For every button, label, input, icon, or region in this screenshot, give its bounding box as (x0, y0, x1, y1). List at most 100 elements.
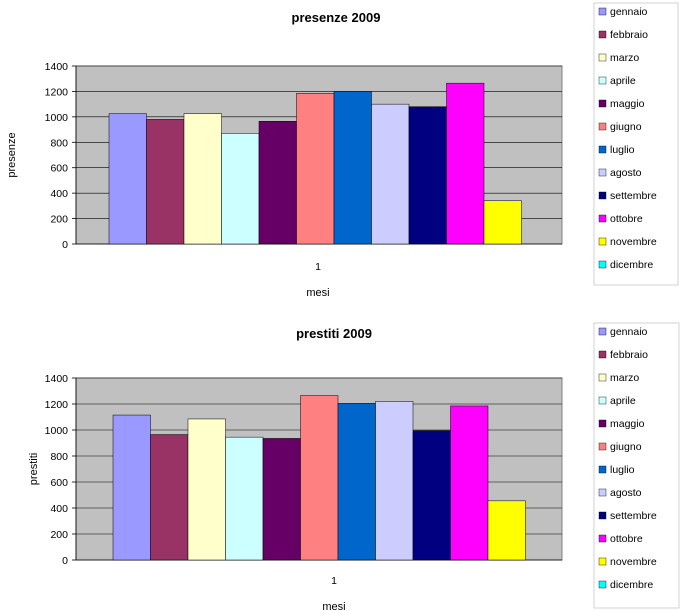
presenze-legend-box (593, 2, 679, 286)
prestiti-bar-luglio (337, 403, 376, 561)
prestiti-legend-swatch-ottobre (598, 534, 607, 543)
presenze-bar-maggio (258, 121, 297, 245)
presenze-bar-ottobre (446, 82, 485, 245)
prestiti-y-tick-label: 1000 (45, 425, 69, 437)
prestiti-legend-swatch-febbraio (598, 350, 607, 359)
presenze-x-axis-label: mesi (306, 287, 329, 299)
prestiti-legend-label-dicembre: dicembre (610, 579, 653, 591)
presenze-bar-agosto (371, 103, 410, 245)
presenze-bar-luglio (333, 91, 372, 245)
prestiti-legend-swatch-agosto (598, 488, 607, 497)
chart-prestiti-svg: prestiti 2009 0 200 400 600 800 1000 1200 1400 1 m… (28, 322, 680, 611)
prestiti-legend-swatch-settembre (598, 511, 607, 520)
presenze-chart-title: presenze 2009 (292, 10, 381, 25)
presenze-y-tick-label: 1400 (45, 61, 69, 73)
presenze-legend-swatch-giugno (598, 122, 607, 131)
presenze-legend-swatch-ottobre (598, 214, 607, 223)
presenze-legend-swatch-novembre (598, 237, 607, 246)
prestiti-legend-swatch-maggio (598, 419, 607, 428)
prestiti-y-tick-label: 1400 (45, 373, 69, 385)
chart-prestiti: prestiti 2009 0 200 400 600 800 1000 1200 1400 1 m… (0, 306, 681, 611)
prestiti-y-tick-label: 200 (50, 529, 68, 541)
presenze-legend-label-maggio: maggio (610, 98, 645, 110)
prestiti-bar-gennaio (112, 414, 151, 561)
prestiti-chart-title: prestiti 2009 (296, 326, 372, 341)
prestiti-y-tick-label: 1200 (45, 399, 69, 411)
presenze-legend-label-dicembre: dicembre (610, 259, 653, 271)
prestiti-legend-label-luglio: luglio (610, 464, 635, 476)
prestiti-x-axis-label: mesi (322, 601, 345, 611)
presenze-legend-swatch-agosto (598, 168, 607, 177)
prestiti-legend-label-marzo: marzo (610, 372, 639, 384)
prestiti-legend-label-novembre: novembre (610, 556, 657, 568)
presenze-bar-novembre (483, 200, 522, 245)
prestiti-legend-swatch-luglio (598, 465, 607, 474)
presenze-bar-febbraio (146, 119, 185, 245)
presenze-legend-label-luglio: luglio (610, 144, 635, 156)
prestiti-bar-maggio (262, 438, 301, 561)
prestiti-bar-marzo (187, 418, 226, 561)
prestiti-legend-swatch-dicembre (598, 580, 607, 589)
presenze-legend-label-marzo: marzo (610, 52, 639, 64)
prestiti-bar-novembre (487, 500, 526, 561)
presenze-bar-gennaio (108, 113, 147, 245)
prestiti-y-tick-label: 0 (62, 555, 68, 567)
presenze-legend-swatch-febbraio (598, 30, 607, 39)
prestiti-bar-febbraio (150, 434, 189, 561)
presenze-legend-label-novembre: novembre (610, 236, 657, 248)
presenze-legend: gennaio febbraio marzo aprile maggio giugno lu… (593, 2, 679, 286)
presenze-legend-swatch-marzo (598, 53, 607, 62)
prestiti-bar-settembre (412, 430, 451, 561)
presenze-y-tick-label: 0 (62, 239, 68, 251)
prestiti-legend-swatch-marzo (598, 373, 607, 382)
chart-presenze-svg: presenze 2009 0 200 400 600 800 1000 1200 1400 1 m… (6, 2, 679, 299)
prestiti-y-tick-label: 400 (50, 503, 68, 515)
prestiti-legend-label-aprile: aprile (610, 395, 636, 407)
prestiti-bar-ottobre (450, 405, 489, 561)
presenze-y-tick-label: 600 (50, 163, 68, 175)
presenze-bar-aprile (221, 133, 260, 245)
presenze-legend-swatch-luglio (598, 145, 607, 154)
presenze-bar-settembre (408, 106, 447, 245)
prestiti-legend-label-maggio: maggio (610, 418, 645, 430)
prestiti-y-tick-label: 600 (50, 477, 68, 489)
prestiti-legend-swatch-aprile (598, 396, 607, 405)
prestiti-legend-label-giugno: giugno (610, 441, 642, 453)
prestiti-bar-agosto (375, 401, 414, 561)
prestiti-bar-giugno (300, 395, 339, 561)
presenze-legend-swatch-gennaio (598, 7, 607, 16)
presenze-y-axis-label: presenze (6, 132, 18, 177)
chart-presenze: presenze 2009 0 200 400 600 800 1000 1200 1400 1 m… (0, 0, 681, 305)
presenze-y-tick-label: 200 (50, 214, 68, 226)
presenze-legend-label-ottobre: ottobre (610, 213, 643, 225)
presenze-legend-swatch-maggio (598, 99, 607, 108)
prestiti-legend-swatch-gennaio (598, 327, 607, 336)
presenze-y-tick-label: 400 (50, 188, 68, 200)
prestiti-y-axis-label: prestiti (28, 453, 40, 485)
presenze-legend-label-agosto: agosto (610, 167, 642, 179)
presenze-legend-label-settembre: settembre (610, 190, 657, 202)
presenze-legend-swatch-aprile (598, 76, 607, 85)
prestiti-x-tick-label: 1 (331, 575, 337, 587)
presenze-legend-label-aprile: aprile (610, 75, 636, 87)
presenze-legend-label-gennaio: gennaio (610, 6, 648, 18)
presenze-legend-swatch-dicembre (598, 260, 607, 269)
presenze-legend-swatch-settembre (598, 191, 607, 200)
prestiti-legend-label-febbraio: febbraio (610, 349, 648, 361)
presenze-x-tick-label: 1 (315, 261, 321, 273)
presenze-legend-label-febbraio: febbraio (610, 29, 648, 41)
prestiti-bar-aprile (225, 436, 264, 561)
presenze-bar-marzo (183, 113, 222, 245)
prestiti-legend-label-agosto: agosto (610, 487, 642, 499)
prestiti-legend-box (593, 322, 680, 609)
presenze-y-tick-label: 1000 (45, 112, 69, 124)
presenze-y-tick-label: 1200 (45, 86, 69, 98)
prestiti-legend-label-settembre: settembre (610, 510, 657, 522)
presenze-bar-giugno (296, 93, 335, 245)
presenze-legend-label-giugno: giugno (610, 121, 642, 133)
prestiti-legend-label-ottobre: ottobre (610, 533, 643, 545)
prestiti-legend-swatch-giugno (598, 442, 607, 451)
prestiti-legend-label-gennaio: gennaio (610, 326, 648, 338)
presenze-y-tick-label: 800 (50, 137, 68, 149)
prestiti-y-tick-label: 800 (50, 451, 68, 463)
